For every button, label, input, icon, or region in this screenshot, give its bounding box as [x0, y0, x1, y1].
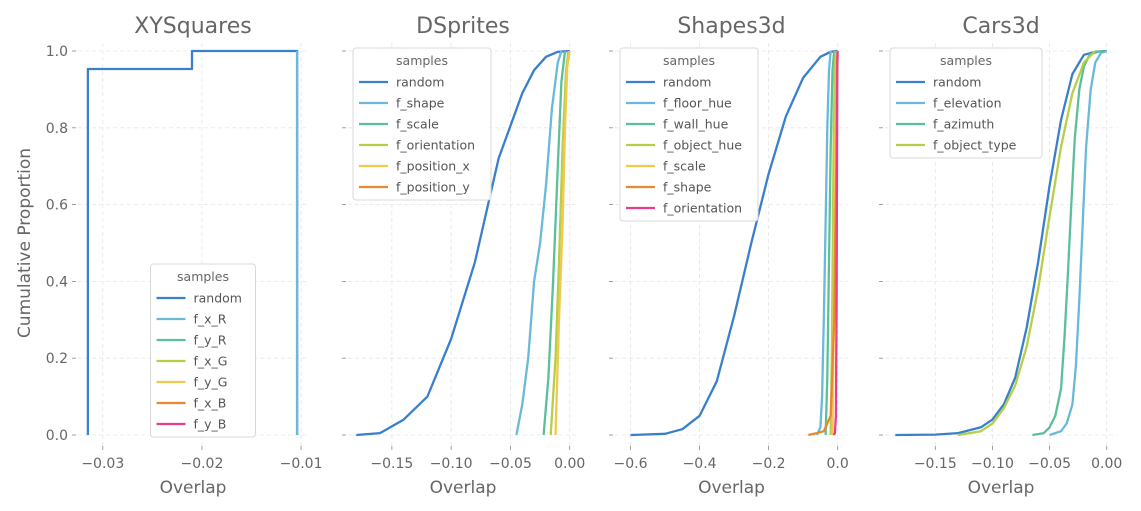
legend-label-f_wall_hue: f_wall_hue	[663, 117, 729, 132]
legend-label-f_position_x: f_position_x	[396, 159, 470, 174]
chart-title: Shapes3d	[677, 14, 785, 39]
legend: samples random f_shape f_scale f_orientation…	[352, 47, 492, 201]
series-line-f_orientation	[832, 50, 839, 436]
x-axis-label: Overlap	[430, 478, 497, 498]
series-line-f_azimuth	[1032, 49, 1104, 437]
series-line-random	[895, 49, 1107, 437]
x-tick-label: −0.03	[81, 456, 124, 472]
y-axis-label: Cumulative Proportion	[15, 148, 35, 338]
series-line-f_floor_hue	[815, 50, 832, 436]
y-tick-label: 0.2	[46, 351, 68, 367]
series-line-f_object_type	[957, 50, 1097, 437]
x-tick-label: 0.00	[554, 456, 585, 472]
legend-label-f_orientation: f_orientation	[396, 138, 475, 153]
x-tick-label: −0.15	[370, 456, 413, 472]
x-tick-label: −0.02	[180, 456, 223, 472]
legend-title: samples	[940, 53, 992, 68]
series-line-f_shape	[515, 50, 563, 436]
x-tick-label: −0.01	[280, 456, 323, 472]
legend-label-f_y_B: f_y_B	[194, 417, 227, 432]
y-tick-label: 0.8	[46, 121, 68, 137]
series-line-f_position_x	[554, 50, 571, 436]
legend-label-f_floor_hue: f_floor_hue	[663, 96, 732, 111]
x-tick-label: −0.05	[489, 456, 532, 472]
x-tick-label: 0.0	[827, 456, 849, 472]
legend-label-random: random	[194, 291, 242, 306]
y-tick-label: 0.0	[46, 428, 68, 444]
legend-label-f_shape: f_shape	[396, 96, 445, 111]
legend-label-f_elevation: f_elevation	[933, 96, 1002, 111]
legend-label-f_object_type: f_object_type	[933, 138, 1017, 153]
series-line-f_wall_hue	[824, 50, 836, 436]
legend-label-f_x_R: f_x_R	[194, 312, 227, 327]
legend: samples random f_elevation f_azimuth f_objec…	[889, 47, 1043, 159]
legend-label-f_object_hue: f_object_hue	[663, 138, 742, 153]
legend-title: samples	[177, 269, 229, 284]
legend-frame	[889, 47, 1043, 159]
chart-title: XYSquares	[134, 14, 251, 39]
y-tick-label: 1.0	[46, 44, 68, 60]
legend-label-f_position_y: f_position_y	[396, 180, 470, 195]
legend-label-f_scale: f_scale	[396, 117, 439, 132]
legend-label-f_azimuth: f_azimuth	[933, 117, 994, 132]
panel-xysquares: XYSquares −0.03 −0.02 −0.01 0.0 0.2 0.4 0.6 0.8 1…	[46, 14, 323, 498]
legend-frame	[352, 47, 492, 201]
legend: samples random f_floor_hue f_wall_hue f_obje…	[619, 47, 759, 222]
x-tick-label: −0.10	[971, 456, 1014, 472]
legend-title: samples	[396, 53, 448, 68]
legend-label-f_x_G: f_x_G	[194, 354, 228, 369]
legend-label-random: random	[933, 75, 981, 90]
legend-frame	[619, 47, 759, 222]
legend-label-random: random	[396, 75, 444, 90]
chart-title: Cars3d	[962, 14, 1039, 39]
series-line-f_scale	[542, 50, 567, 436]
legend-label-f_y_G: f_y_G	[194, 375, 228, 390]
x-axis-label: Overlap	[698, 478, 765, 498]
legend: samples random f_x_R f_y_R f_x_G f_y_G f_x_B f_…	[150, 263, 256, 438]
y-tick-label: 0.6	[46, 198, 68, 214]
x-tick-label: −0.2	[752, 456, 786, 472]
x-tick-label: −0.4	[683, 456, 717, 472]
panel-shapes3d: Shapes3d −0.6 −0.4 −0.2 0.0 Overlap samples ran…	[609, 14, 849, 498]
legend-label-f_orientation: f_orientation	[663, 201, 742, 216]
x-tick-label: −0.6	[614, 456, 648, 472]
panel-dsprites: DSprites −0.15 −0.10 −0.05 0.00 Overlap sample…	[342, 14, 585, 498]
legend-label-f_y_R: f_y_R	[194, 333, 227, 348]
legend-label-f_x_B: f_x_B	[194, 396, 227, 411]
series-line-f_elevation	[1049, 49, 1108, 437]
legend-label-random: random	[663, 75, 711, 90]
x-tick-label: 0.00	[1091, 456, 1122, 472]
legend-frame	[150, 263, 256, 438]
legend-label-f_shape: f_shape	[663, 180, 712, 195]
y-tick-label: 0.4	[46, 274, 68, 290]
x-tick-label: −0.15	[914, 456, 957, 472]
series-line-random	[356, 49, 570, 437]
x-axis-label: Overlap	[968, 478, 1035, 498]
x-tick-label: −0.10	[430, 456, 473, 472]
x-tick-label: −0.05	[1028, 456, 1071, 472]
legend-label-f_scale: f_scale	[663, 159, 706, 174]
panel-cars3d: Cars3d −0.15 −0.10 −0.05 0.00 Overlap samples r…	[879, 14, 1122, 498]
legend-title: samples	[663, 53, 715, 68]
series-line-random	[630, 49, 838, 437]
x-axis-label: Overlap	[160, 478, 227, 498]
chart-title: DSprites	[416, 14, 510, 39]
